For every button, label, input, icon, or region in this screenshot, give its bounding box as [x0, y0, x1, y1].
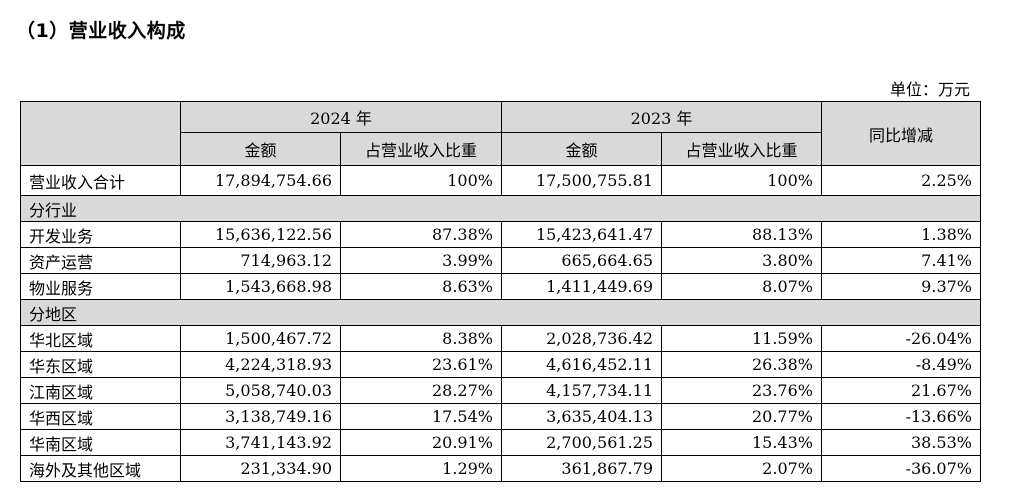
ratio-2023: 2.07% [661, 455, 822, 482]
ratio-2023: 20.77% [661, 403, 822, 430]
amount-2023: 2,700,561.25 [501, 429, 662, 456]
table-row: 开发业务 15,636,122.56 87.38% 15,423,641.47 … [20, 221, 981, 248]
ratio-2023: 26.38% [661, 351, 822, 378]
table-row-total: 营业收入合计 17,894,754.66 100% 17,500,755.81 … [20, 165, 981, 196]
header-blank [20, 101, 181, 166]
row-label: 营业收入合计 [20, 165, 181, 196]
ratio-2024: 17.54% [340, 403, 502, 430]
row-label: 开发业务 [20, 221, 181, 248]
amount-2023: 15,423,641.47 [501, 221, 662, 248]
amount-2024: 714,963.12 [180, 247, 341, 274]
ratio-2023: 15.43% [661, 429, 822, 456]
yoy-change: 38.53% [821, 429, 981, 456]
amount-2024: 17,894,754.66 [180, 165, 341, 196]
ratio-2024: 23.61% [340, 351, 502, 378]
amount-2024: 231,334.90 [180, 455, 341, 482]
ratio-2023: 3.80% [661, 247, 822, 274]
amount-2023: 1,411,449.69 [501, 273, 662, 300]
header-ratio-2023: 占营业收入比重 [661, 132, 822, 166]
ratio-2023: 88.13% [661, 221, 822, 248]
ratio-2024: 28.27% [340, 377, 502, 404]
row-label: 华东区域 [20, 351, 181, 378]
amount-2023: 17,500,755.81 [501, 165, 662, 196]
row-label: 华南区域 [20, 429, 181, 456]
ratio-2023: 23.76% [661, 377, 822, 404]
header-amount-2023: 金额 [501, 132, 662, 166]
table-row: 资产运营 714,963.12 3.99% 665,664.65 3.80% 7… [20, 247, 981, 274]
amount-2024: 3,741,143.92 [180, 429, 341, 456]
ratio-2024: 100% [340, 165, 502, 196]
ratio-2024: 20.91% [340, 429, 502, 456]
row-label: 物业服务 [20, 273, 181, 300]
row-label: 江南区域 [20, 377, 181, 404]
section-row-region: 分地区 [20, 299, 981, 326]
amount-2023: 361,867.79 [501, 455, 662, 482]
yoy-change: -36.07% [821, 455, 981, 482]
ratio-2024: 3.99% [340, 247, 502, 274]
section-label: 分地区 [20, 299, 981, 326]
section-heading: （1）营业收入构成 [16, 20, 186, 42]
ratio-2024: 8.63% [340, 273, 502, 300]
yoy-change: 2.25% [821, 165, 981, 196]
ratio-2023: 11.59% [661, 325, 822, 352]
amount-2024: 1,500,467.72 [180, 325, 341, 352]
amount-2024: 5,058,740.03 [180, 377, 341, 404]
table-row: 华南区域 3,741,143.92 20.91% 2,700,561.25 15… [20, 429, 981, 456]
amount-2024: 15,636,122.56 [180, 221, 341, 248]
amount-2023: 4,616,452.11 [501, 351, 662, 378]
header-yoy: 同比增减 [821, 101, 981, 166]
ratio-2023: 100% [661, 165, 822, 196]
yoy-change: 7.41% [821, 247, 981, 274]
section-label: 分行业 [20, 195, 981, 222]
row-label: 海外及其他区域 [20, 455, 181, 482]
amount-2024: 3,138,749.16 [180, 403, 341, 430]
ratio-2024: 8.38% [340, 325, 502, 352]
section-row-industry: 分行业 [20, 195, 981, 222]
amount-2023: 2,028,736.42 [501, 325, 662, 352]
amount-2023: 665,664.65 [501, 247, 662, 274]
row-label: 华西区域 [20, 403, 181, 430]
yoy-change: 9.37% [821, 273, 981, 300]
amount-2023: 4,157,734.11 [501, 377, 662, 404]
header-year-2024: 2024 年 [180, 101, 502, 133]
table-row: 江南区域 5,058,740.03 28.27% 4,157,734.11 23… [20, 377, 981, 404]
yoy-change: -26.04% [821, 325, 981, 352]
header-year-2023: 2023 年 [501, 101, 822, 133]
yoy-change: -13.66% [821, 403, 981, 430]
unit-label: 单位：万元 [889, 80, 970, 99]
amount-2023: 3,635,404.13 [501, 403, 662, 430]
table-row: 华西区域 3,138,749.16 17.54% 3,635,404.13 20… [20, 403, 981, 430]
amount-2024: 1,543,668.98 [180, 273, 341, 300]
amount-2024: 4,224,318.93 [180, 351, 341, 378]
yoy-change: -8.49% [821, 351, 981, 378]
ratio-2023: 8.07% [661, 273, 822, 300]
revenue-composition-table: 2024 年 2023 年 同比增减 金额 占营业收入比重 金额 占营业收入比重… [20, 101, 981, 482]
ratio-2024: 1.29% [340, 455, 502, 482]
table-row: 物业服务 1,543,668.98 8.63% 1,411,449.69 8.0… [20, 273, 981, 300]
header-ratio-2024: 占营业收入比重 [340, 132, 502, 166]
table-row: 华东区域 4,224,318.93 23.61% 4,616,452.11 26… [20, 351, 981, 378]
table-row: 海外及其他区域 231,334.90 1.29% 361,867.79 2.07… [20, 455, 981, 482]
yoy-change: 1.38% [821, 221, 981, 248]
table-row: 华北区域 1,500,467.72 8.38% 2,028,736.42 11.… [20, 325, 981, 352]
yoy-change: 21.67% [821, 377, 981, 404]
row-label: 华北区域 [20, 325, 181, 352]
ratio-2024: 87.38% [340, 221, 502, 248]
header-amount-2024: 金额 [180, 132, 341, 166]
row-label: 资产运营 [20, 247, 181, 274]
